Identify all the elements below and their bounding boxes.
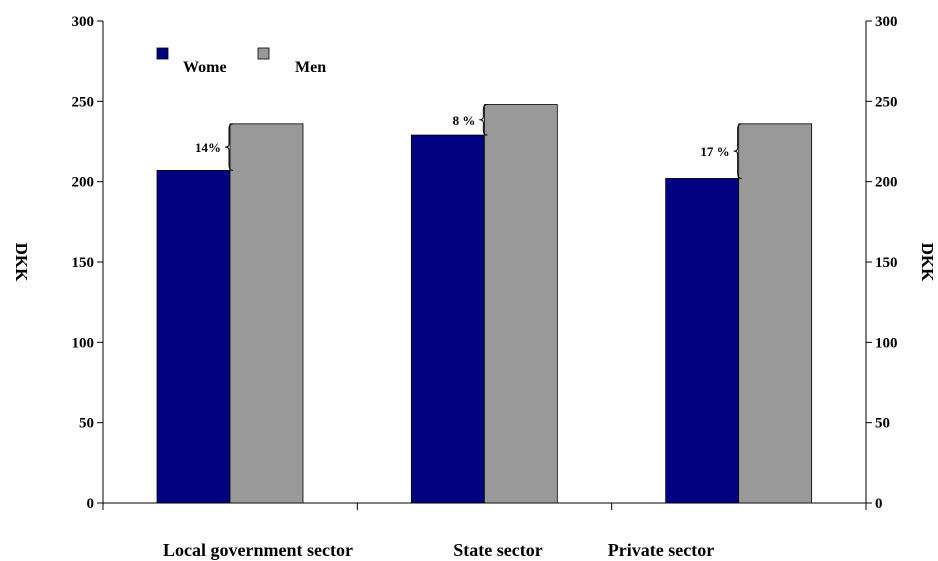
legend-swatch-women	[156, 47, 169, 60]
legend-label-men: Men	[295, 59, 326, 76]
legend-swatch-men	[257, 47, 270, 60]
bar-men-2	[738, 123, 813, 504]
y-tick-label-right: 100	[875, 335, 898, 351]
bars	[156, 104, 813, 504]
x-category-label: State sector	[453, 540, 542, 560]
gap-brace	[224, 123, 234, 171]
y-axis-title-left: DKK	[12, 243, 31, 283]
y-tick-label-left: 200	[72, 175, 95, 191]
y-tick-label-left: 150	[72, 255, 95, 271]
bar-men-0	[229, 123, 304, 504]
bar-men-1	[483, 104, 558, 504]
gap-label: 8 %	[453, 113, 476, 128]
x-category-label: Local government sector	[163, 540, 353, 560]
gap-label: 14%	[195, 140, 221, 155]
y-tick-label-right: 250	[875, 94, 898, 110]
gap-label: 17 %	[700, 144, 729, 159]
x-category-label: Private sector	[608, 540, 714, 560]
bar-women-0	[156, 170, 231, 504]
legend-label-women: Wome	[183, 59, 227, 76]
gap-annotations: 14% 8 % 17 %	[195, 104, 742, 179]
legend: Wome Men	[156, 47, 326, 76]
left-y-ticks: 0 50 100 150 200 250 300	[72, 14, 103, 512]
category-labels: Local government sector State sector Priva…	[163, 540, 714, 560]
y-tick-label-right: 0	[875, 496, 883, 512]
y-tick-label-left: 50	[79, 416, 94, 432]
gap-brace	[733, 123, 742, 179]
y-tick-label-left: 100	[72, 335, 95, 351]
y-tick-label-right: 200	[875, 175, 898, 191]
bar-women-2	[665, 178, 740, 504]
y-tick-label-left: 0	[87, 496, 95, 512]
y-tick-label-right: 50	[875, 416, 890, 432]
bar-women-1	[410, 134, 485, 504]
y-tick-label-right: 300	[875, 14, 898, 30]
y-tick-label-right: 150	[875, 255, 898, 271]
right-y-ticks: 0 50 100 150 200 250 300	[866, 14, 898, 512]
y-tick-label-left: 250	[72, 94, 95, 110]
x-ticks	[102, 503, 867, 510]
y-axis-title-right: DKK	[918, 243, 937, 283]
y-tick-label-left: 300	[72, 14, 95, 30]
